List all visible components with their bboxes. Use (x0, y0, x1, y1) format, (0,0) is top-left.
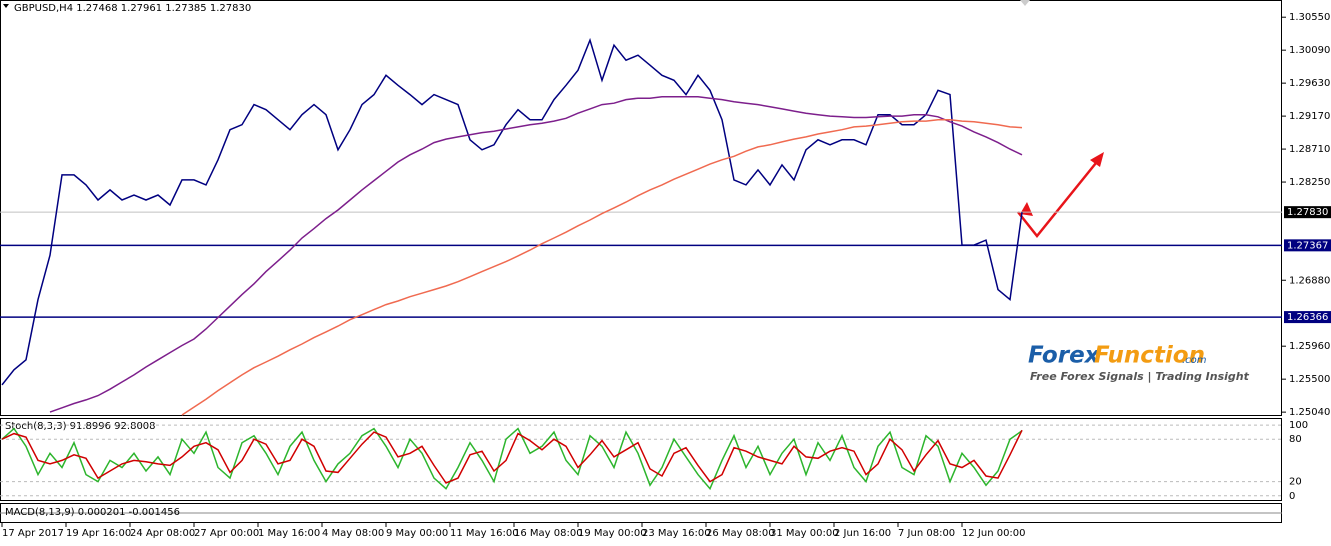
x-tick-label: 31 May 00:00 (770, 528, 839, 539)
y-tick-label: 1.30550 (1289, 12, 1330, 23)
x-tick-label: 23 May 16:00 (642, 528, 711, 539)
y-tick-label: 1.28250 (1289, 177, 1330, 188)
series-line (181, 118, 1023, 416)
level-label: 1.27367 (1287, 240, 1328, 251)
logo-suffix: .com (1182, 355, 1207, 366)
x-tick-label: 16 May 08:00 (514, 528, 583, 539)
stoch-tick-label: 80 (1289, 434, 1302, 445)
macd-title: MACD(8,13,9) 0.000201 -0.001456 (5, 507, 180, 518)
y-tick-label: 1.30090 (1289, 45, 1330, 56)
level-label-bg (1284, 239, 1331, 252)
x-tick-label: 27 Apr 00:00 (194, 528, 259, 539)
logo-tagline: Free Forex Signals | Trading Insight (1030, 370, 1250, 383)
stoch-tick-label: 0 (1289, 491, 1295, 502)
series-line (1, 37, 1023, 386)
collapse-icon (3, 4, 9, 8)
series-line (1, 427, 1023, 491)
stoch-title: Stoch(8,3,3) 91.8996 92.8008 (5, 421, 156, 432)
y-tick-label: 1.25960 (1289, 341, 1330, 352)
main-panel (0, 0, 1282, 416)
x-tick-label: 17 Apr 2017 (2, 528, 64, 539)
series-line (1, 429, 1023, 484)
y-tick-label: 1.29170 (1289, 111, 1330, 122)
level-label: 1.26366 (1287, 312, 1328, 323)
x-tick-label: 12 Jun 00:00 (962, 528, 1026, 539)
scroll-marker (1020, 0, 1030, 6)
logo-part-2: Function (1094, 343, 1205, 369)
chart-title: GBPUSD,H4 1.27468 1.27961 1.27385 1.2783… (14, 3, 251, 14)
series-line (49, 96, 1023, 413)
x-tick-label: 9 May 00:00 (386, 528, 448, 539)
x-tick-label: 4 May 08:00 (322, 528, 384, 539)
y-tick-label: 1.25500 (1289, 374, 1330, 385)
stoch-tick-label: 100 (1289, 420, 1308, 431)
y-tick-label: 1.26880 (1289, 275, 1330, 286)
x-tick-label: 2 Jun 16:00 (834, 528, 891, 539)
x-tick-label: 1 May 16:00 (258, 528, 320, 539)
x-tick-label: 19 May 00:00 (578, 528, 647, 539)
y-tick-label: 1.28710 (1289, 144, 1330, 155)
x-tick-label: 24 Apr 08:00 (130, 528, 195, 539)
level-label-bg (1284, 206, 1331, 219)
x-tick-label: 11 May 16:00 (450, 528, 519, 539)
y-tick-label: 1.29630 (1289, 78, 1330, 89)
level-label: 1.27830 (1287, 207, 1328, 218)
y-tick-label: 1.25040 (1289, 407, 1330, 418)
x-tick-label: 7 Jun 08:00 (898, 528, 955, 539)
x-tick-label: 26 May 08:00 (706, 528, 775, 539)
forecast-arrow (1017, 152, 1104, 239)
logo-part-1: Forex (1028, 343, 1101, 369)
x-tick-label: 19 Apr 16:00 (66, 528, 131, 539)
stoch-panel (0, 418, 1282, 501)
level-label-bg (1284, 311, 1331, 324)
stoch-tick-label: 20 (1289, 477, 1302, 488)
